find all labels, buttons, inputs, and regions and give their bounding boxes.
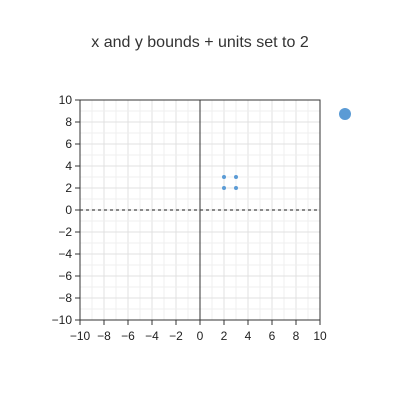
y-tick-label: 6 — [65, 137, 72, 151]
y-tick-label: −8 — [58, 291, 72, 305]
y-tick-label: 8 — [65, 115, 72, 129]
y-tick-label: −10 — [52, 313, 73, 327]
data-point — [234, 175, 238, 179]
y-tick-label: 2 — [65, 181, 72, 195]
x-tick-label: 4 — [245, 329, 252, 343]
legend — [339, 108, 351, 120]
x-tick-label: −6 — [121, 329, 135, 343]
data-points — [222, 175, 238, 190]
x-tick-label: 10 — [313, 329, 327, 343]
x-tick-label: 0 — [197, 329, 204, 343]
y-tick-label: −6 — [58, 269, 72, 283]
x-tick-label: 8 — [293, 329, 300, 343]
x-tick-label: −10 — [70, 329, 91, 343]
y-tick-label: 0 — [65, 203, 72, 217]
data-point — [222, 175, 226, 179]
data-point — [234, 186, 238, 190]
x-tick-label: 2 — [221, 329, 228, 343]
x-tick-label: −4 — [145, 329, 159, 343]
x-tick-label: 6 — [269, 329, 276, 343]
x-tick-label: −2 — [169, 329, 183, 343]
y-tick-label: 4 — [65, 159, 72, 173]
legend-marker — [339, 108, 351, 120]
axes — [75, 99, 321, 325]
y-tick-label: −2 — [58, 225, 72, 239]
y-tick-label: 10 — [59, 93, 73, 107]
y-tick-label: −4 — [58, 247, 72, 261]
x-tick-label: −8 — [97, 329, 111, 343]
tick-labels: −10 −8 −6 −4 −2 0 2 4 6 8 10 −10 −8 −6 −4 −2 0 2 4 6 8 10 — [52, 93, 327, 343]
data-point — [222, 186, 226, 190]
chart-title: x and y bounds + units set to 2 — [91, 34, 309, 51]
